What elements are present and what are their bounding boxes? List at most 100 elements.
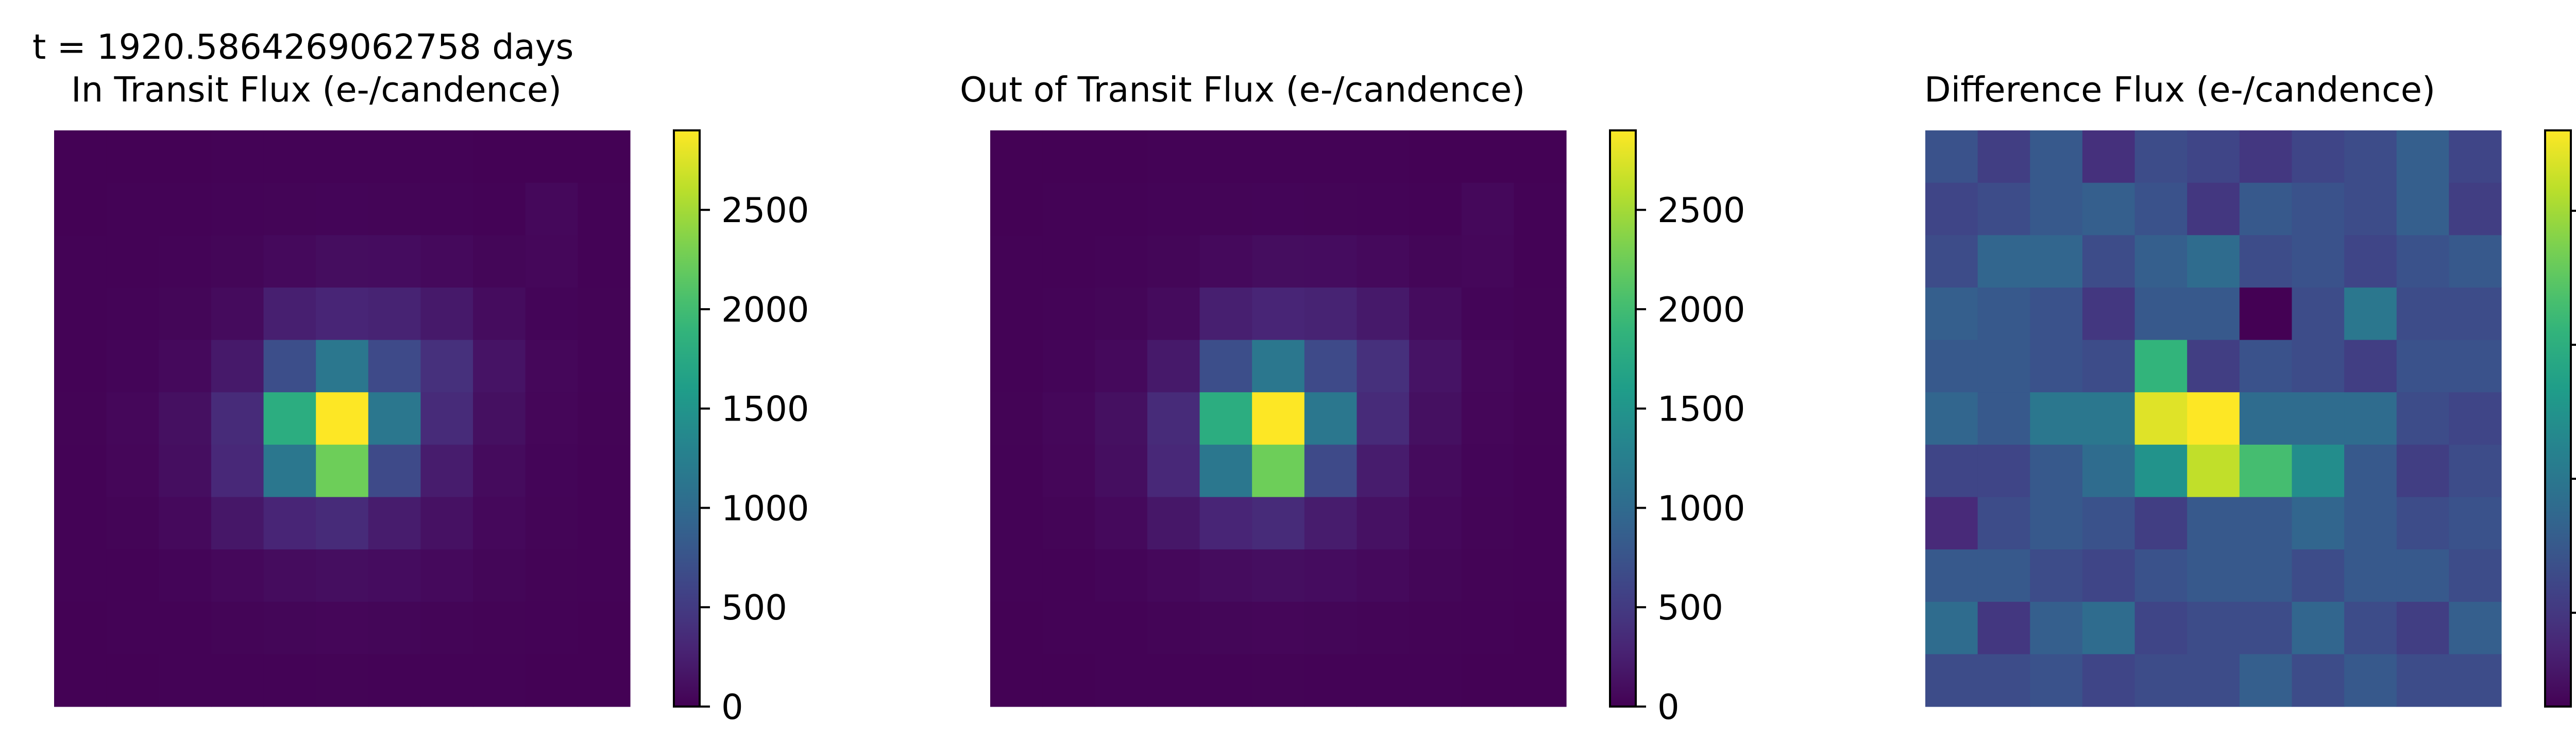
heatmap-cell (106, 340, 159, 393)
heatmap-cell (2187, 392, 2240, 445)
heatmap-cell (1304, 497, 1358, 550)
heatmap-cell (106, 549, 159, 602)
heatmap-cell (54, 235, 107, 288)
heatmap-cell (2187, 444, 2240, 498)
heatmap-cell (1461, 444, 1514, 498)
heatmap-cell (1199, 497, 1252, 550)
heatmap-cell (54, 601, 107, 655)
heatmap-cell (2239, 444, 2293, 498)
colorbar-tick-label: 2500 (1657, 190, 1745, 230)
heatmap-cell (1095, 654, 1148, 707)
heatmap-cell (2082, 235, 2136, 288)
colorbar-tick-label: 2500 (721, 190, 809, 230)
colorbar-tick-label: 0 (721, 687, 743, 727)
heatmap-cell (2344, 340, 2397, 393)
heatmap-cell (54, 287, 107, 341)
heatmap-cell (1042, 130, 1095, 183)
colorbar-tick-label: 1000 (1657, 488, 1745, 528)
heatmap-cell (1147, 182, 1200, 236)
heatmap-cell (473, 287, 526, 341)
heatmap-cell (1409, 444, 1462, 498)
heatmap-cell (368, 235, 421, 288)
heatmap-cell (1042, 392, 1095, 445)
heatmap-cell (1199, 340, 1252, 393)
heatmap-cell (2239, 601, 2293, 655)
heatmap-cell (2292, 392, 2345, 445)
heatmap-cell (2030, 444, 2083, 498)
heatmap-cell (525, 182, 578, 236)
heatmap-cell (525, 340, 578, 393)
heatmap-cell (316, 444, 369, 498)
heatmap-cell (2292, 287, 2345, 341)
heatmap-cell (159, 287, 212, 341)
heatmap-cell (1461, 497, 1514, 550)
heatmap-cell (1977, 444, 2030, 498)
heatmap-cell (1925, 601, 1978, 655)
heatmap-cell (316, 654, 369, 707)
heatmap-cell (2239, 549, 2293, 602)
heatmap-cell (1514, 287, 1567, 341)
heatmap-cell (1409, 235, 1462, 288)
panel-2-title: Out of Transit Flux (e-/candence) (960, 70, 1526, 110)
heatmap-cell (420, 497, 473, 550)
heatmap-cell (1514, 392, 1567, 445)
heatmap-cell (2292, 235, 2345, 288)
heatmap-cell (1147, 654, 1200, 707)
heatmap-cell (2292, 340, 2345, 393)
heatmap-cell (1304, 130, 1358, 183)
heatmap-cell (263, 601, 316, 655)
heatmap-cell (525, 392, 578, 445)
heatmap-cell (473, 601, 526, 655)
heatmap-cell (54, 130, 107, 183)
heatmap-cell (2396, 549, 2449, 602)
heatmap-cell (990, 340, 1043, 393)
heatmap-cell (1409, 340, 1462, 393)
heatmap-cell (2082, 444, 2136, 498)
heatmap-cell (1357, 182, 1410, 236)
heatmap-cell (473, 497, 526, 550)
heatmap-cell (578, 287, 631, 341)
heatmap-cell (1461, 340, 1514, 393)
colorbar-3 (2544, 129, 2572, 708)
heatmap-cell (2396, 654, 2449, 707)
heatmap-cell (263, 392, 316, 445)
heatmap-cell (2449, 130, 2502, 183)
heatmap-cell (2292, 549, 2345, 602)
heatmap-cell (368, 182, 421, 236)
colorbar-tick-label: 500 (721, 588, 787, 628)
heatmap-cell (2344, 654, 2397, 707)
heatmap-cell (2344, 549, 2397, 602)
heatmap-cell (263, 182, 316, 236)
heatmap-cell (2396, 235, 2449, 288)
heatmap-cell (1095, 497, 1148, 550)
heatmap-cell (578, 444, 631, 498)
heatmap-cell (2239, 392, 2293, 445)
heatmap-cell (990, 601, 1043, 655)
heatmap-cell (525, 497, 578, 550)
heatmap-cell (211, 654, 264, 707)
heatmap-cell (990, 654, 1043, 707)
heatmap-panel-2: 0 500 1000 1500 2000 2500 (990, 129, 1745, 727)
heatmap-cell (420, 340, 473, 393)
heatmap-cell (1461, 549, 1514, 602)
heatmap-cell (2239, 497, 2293, 550)
heatmap-cell (1147, 130, 1200, 183)
heatmap-cell (1514, 549, 1567, 602)
heatmap-cell (420, 130, 473, 183)
heatmap-cell (1095, 287, 1148, 341)
heatmap-cell (2449, 549, 2502, 602)
heatmap-cell (106, 392, 159, 445)
heatmap-cell (2239, 130, 2293, 183)
heatmap-cell (525, 601, 578, 655)
heatmap-cell (525, 130, 578, 183)
heatmap-cell (2187, 235, 2240, 288)
heatmap-cell (1409, 654, 1462, 707)
heatmap-cell (2082, 497, 2136, 550)
heatmap-cell (1357, 497, 1410, 550)
heatmap-cell (316, 497, 369, 550)
heatmap-cell (2449, 392, 2502, 445)
heatmap-cell (316, 287, 369, 341)
heatmap-cell (1925, 549, 1978, 602)
heatmap-cell (263, 549, 316, 602)
heatmap-cell (2239, 287, 2293, 341)
